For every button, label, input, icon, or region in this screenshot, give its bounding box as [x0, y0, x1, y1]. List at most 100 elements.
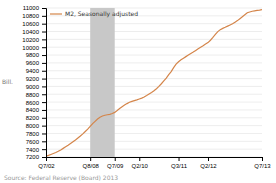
grid: [46, 8, 262, 157]
y-tick: 10200: [22, 37, 46, 43]
y-tick-label: 10000: [22, 45, 39, 51]
y-tick-label: 11000: [23, 5, 40, 11]
y-tick-label: 8400: [26, 107, 40, 113]
y-tick: 7600: [26, 139, 46, 145]
y-tick-label: 8200: [26, 115, 40, 121]
y-tick-mark: [42, 141, 46, 142]
grid-line: [46, 125, 262, 126]
y-tick-mark: [42, 8, 46, 9]
grid-line: [46, 86, 262, 87]
x-tick-label: Q8/08: [83, 163, 100, 169]
y-tick-label: 10400: [22, 29, 39, 35]
y-axis: 72007400 7600 7800 8000 8200 84008600 8800 9000…: [22, 5, 46, 160]
grid-line: [46, 8, 262, 9]
legend-item: M2, Seasonally adjusted: [50, 10, 138, 18]
x-tick-mark: [208, 157, 209, 161]
y-tick-mark: [42, 71, 46, 72]
y-tick: 8800: [26, 92, 46, 98]
y-tick: 10400: [22, 29, 46, 35]
y-tick-label: 7200: [26, 154, 40, 160]
y-tick-mark: [42, 133, 46, 134]
y-tick-label: 7600: [26, 139, 40, 145]
y-tick-label: 8000: [26, 123, 40, 129]
y-tick-label: 7800: [26, 131, 40, 137]
x-tick-label: Q2/10: [132, 163, 149, 169]
y-tick: 10600: [22, 21, 46, 27]
y-tick-mark: [42, 102, 46, 103]
y-tick-label: 9200: [26, 76, 40, 82]
y-tick: 8200: [26, 115, 46, 121]
x-tick-label: Q2/12: [200, 163, 217, 169]
y-tick-mark: [42, 94, 46, 95]
x-tick-label: Q7/13: [254, 163, 271, 169]
y-tick-mark: [42, 126, 46, 127]
grid-line: [46, 70, 262, 71]
x-tick: Q2/12: [200, 157, 217, 169]
y-tick-mark: [42, 55, 46, 56]
y-tick-label: 10800: [22, 13, 39, 19]
grid-line: [46, 94, 262, 95]
x-tick-label: Q3/11: [171, 163, 188, 169]
y-tick-mark: [42, 32, 46, 33]
chart: 72007400 7600 7800 8000 8200 84008600 8800 9000…: [0, 0, 276, 183]
legend-label: M2, Seasonally adjusted: [65, 10, 138, 18]
marks: [46, 8, 262, 157]
x-tick: Q8/08: [83, 157, 100, 169]
y-tick: 9000: [26, 84, 46, 90]
y-tick: 7400: [26, 147, 46, 153]
plot: 72007400 7600 7800 8000 8200 84008600 8800 9000…: [22, 5, 271, 169]
y-tick: 9400: [26, 68, 46, 74]
grid-line: [46, 55, 262, 56]
y-tick: 7200: [26, 154, 46, 160]
y-tick-mark: [42, 24, 46, 25]
x-tick: Q7/02: [38, 157, 55, 169]
y-tick: 11000: [23, 5, 46, 11]
x-tick-label: Q7/09: [107, 163, 124, 169]
shaded-span: [90, 8, 115, 157]
grid-line: [46, 109, 262, 110]
grid-line: [46, 39, 262, 40]
x-axis-line: [47, 158, 263, 162]
y-tick: 9800: [26, 52, 46, 58]
x-tick-mark: [179, 157, 180, 161]
y-tick-label: 8800: [26, 92, 40, 98]
grid-line: [46, 141, 262, 142]
line: [46, 10, 262, 157]
y-tick-label: 10600: [22, 21, 39, 27]
y-tick-mark: [42, 47, 46, 48]
y-tick: 8000: [26, 123, 46, 129]
y-tick-label: 7400: [26, 147, 40, 153]
y-tick-label: 10200: [22, 37, 39, 43]
x-axis: Q7/02 Q8/08 Q7/09 Q2/10 Q3/11 Q2/12 Q7/13: [38, 157, 271, 169]
grid-line: [46, 23, 262, 24]
y-tick: 9600: [26, 60, 46, 66]
y-tick-label: 8600: [26, 100, 40, 106]
grid-line: [46, 149, 262, 150]
y-tick-mark: [42, 79, 46, 80]
y-tick: 8400: [26, 107, 46, 113]
y-tick-mark: [42, 63, 46, 64]
y-tick-mark: [42, 118, 46, 119]
source-note: Source: Federal Reserve (Board) 2013: [4, 174, 118, 181]
y-tick-label: 9800: [26, 52, 40, 58]
grid-line: [46, 102, 262, 103]
y-tick-label: 9000: [26, 84, 40, 90]
grid-line: [46, 78, 262, 79]
x-tick-label: Q7/02: [38, 163, 55, 169]
x-tick-mark: [115, 157, 116, 161]
legend-swatch: [50, 13, 62, 14]
y-tick-label: 9400: [26, 68, 40, 74]
x-tick: Q2/10: [132, 157, 149, 169]
y-tick: 9200: [26, 76, 46, 82]
grid-line: [46, 47, 262, 48]
grid-line: [46, 117, 262, 118]
y-tick-mark: [42, 157, 46, 158]
y-tick-label: 9600: [26, 60, 40, 66]
grid-line: [46, 133, 262, 134]
y-tick-mark: [42, 16, 46, 17]
y-tick-mark: [42, 149, 46, 150]
x-tick: Q7/09: [107, 157, 124, 169]
grid-line: [46, 62, 262, 63]
grid-line: [46, 31, 262, 32]
y-tick: 7800: [26, 131, 46, 137]
